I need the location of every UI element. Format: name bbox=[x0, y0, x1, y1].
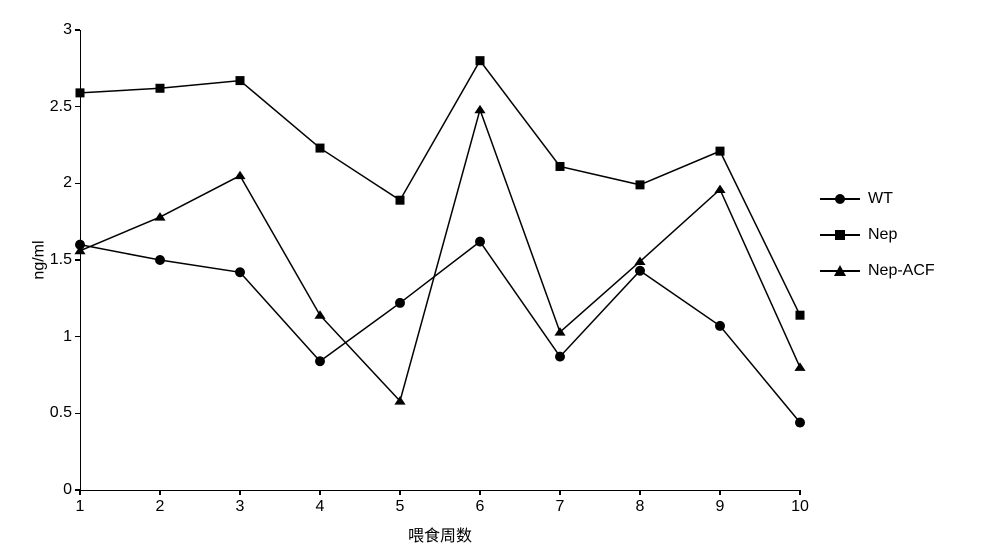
x-tick-mark bbox=[639, 490, 641, 495]
chart-container: 00.511.522.53 12345678910 ng/ml 喂食周数 WT … bbox=[0, 0, 1000, 550]
x-tick-label: 3 bbox=[225, 498, 255, 516]
x-tick-label: 8 bbox=[625, 498, 655, 516]
x-tick-label: 2 bbox=[145, 498, 175, 516]
legend-line bbox=[820, 270, 860, 272]
y-axis-label: ng/ml bbox=[31, 240, 49, 279]
x-tick-label: 7 bbox=[545, 498, 575, 516]
y-tick-mark bbox=[75, 336, 80, 338]
y-tick-label: 0.5 bbox=[22, 404, 72, 422]
legend-label: WT bbox=[868, 190, 893, 208]
circle-icon bbox=[833, 192, 847, 206]
y-tick-mark bbox=[75, 29, 80, 31]
x-tick-label: 10 bbox=[785, 498, 815, 516]
x-axis-label: 喂食周数 bbox=[408, 522, 472, 546]
plot-area bbox=[80, 30, 801, 491]
legend: WT Nep Nep-ACF bbox=[820, 190, 935, 298]
x-tick-label: 9 bbox=[705, 498, 735, 516]
y-tick-mark bbox=[75, 413, 80, 415]
square-icon bbox=[833, 228, 847, 242]
legend-label: Nep-ACF bbox=[868, 262, 935, 280]
legend-label: Nep bbox=[868, 226, 897, 244]
x-tick-mark bbox=[399, 490, 401, 495]
legend-line bbox=[820, 234, 860, 236]
x-tick-mark bbox=[319, 490, 321, 495]
x-tick-mark bbox=[799, 490, 801, 495]
y-tick-label: 1 bbox=[22, 328, 72, 346]
x-tick-mark bbox=[559, 490, 561, 495]
triangle-icon bbox=[833, 264, 847, 278]
x-tick-mark bbox=[159, 490, 161, 495]
y-tick-label: 2.5 bbox=[22, 98, 72, 116]
x-tick-mark bbox=[239, 490, 241, 495]
x-tick-mark bbox=[79, 490, 81, 495]
x-tick-label: 1 bbox=[65, 498, 95, 516]
y-tick-label: 3 bbox=[22, 21, 72, 39]
x-tick-mark bbox=[719, 490, 721, 495]
x-tick-label: 6 bbox=[465, 498, 495, 516]
legend-item-nep-acf: Nep-ACF bbox=[820, 262, 935, 280]
y-tick-mark bbox=[75, 183, 80, 185]
legend-item-nep: Nep bbox=[820, 226, 935, 244]
x-tick-mark bbox=[479, 490, 481, 495]
y-tick-label: 0 bbox=[22, 481, 72, 499]
x-tick-label: 4 bbox=[305, 498, 335, 516]
y-tick-label: 2 bbox=[22, 174, 72, 192]
x-tick-label: 5 bbox=[385, 498, 415, 516]
y-tick-mark bbox=[75, 106, 80, 108]
y-tick-mark bbox=[75, 259, 80, 261]
legend-item-wt: WT bbox=[820, 190, 935, 208]
legend-line bbox=[820, 198, 860, 200]
